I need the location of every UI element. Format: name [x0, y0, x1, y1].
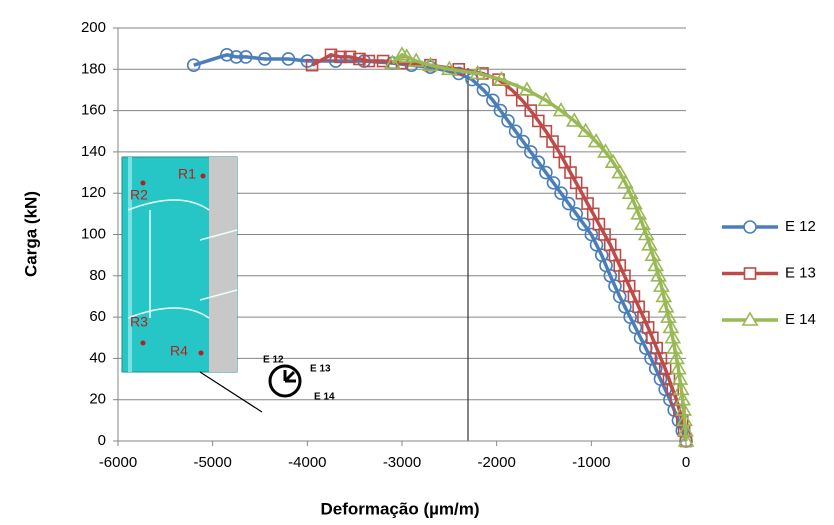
- y-tick-label: 40: [89, 349, 106, 366]
- marker: [744, 221, 756, 233]
- annotation: R3: [130, 314, 148, 330]
- annotation: R4: [170, 343, 188, 359]
- annotation-dot: [141, 181, 146, 186]
- series-line: [312, 55, 686, 441]
- inset-plate: [209, 157, 237, 372]
- y-tick-label: 80: [89, 267, 106, 284]
- y-axis-title: Carga (kN): [21, 191, 40, 277]
- y-tick-label: 0: [98, 432, 106, 449]
- y-tick-label: 180: [81, 60, 106, 77]
- annotation: E 13: [310, 364, 331, 375]
- x-tick-label: -3000: [383, 454, 421, 471]
- y-tick-label: 60: [89, 308, 106, 325]
- x-axis-title: Deformação (µm/m): [320, 499, 479, 518]
- annotation: R1: [178, 166, 196, 182]
- x-tick-label: -1000: [572, 454, 610, 471]
- annotation-dot: [141, 341, 146, 346]
- y-tick-label: 140: [81, 143, 106, 160]
- chart: Deformação (µm/m) Carga (kN) 0 20 40 60 80 10…: [0, 0, 834, 525]
- x-tick-label: 0: [682, 454, 690, 471]
- annotation: E 12: [263, 355, 284, 366]
- legend-label: E 13: [785, 264, 816, 281]
- annotation-dot: [201, 174, 206, 179]
- x-tick-label: -5000: [193, 454, 231, 471]
- x-tick-label: -4000: [288, 454, 326, 471]
- annotation: E 14: [314, 392, 335, 403]
- leader-line: [200, 372, 262, 412]
- marker: [745, 268, 756, 279]
- legend-label: E 12: [785, 218, 816, 235]
- y-tick-label: 120: [81, 184, 106, 201]
- x-tick-label: -2000: [477, 454, 515, 471]
- series-line: [393, 55, 687, 441]
- y-tick-label: 160: [81, 102, 106, 119]
- y-tick-label: 100: [81, 225, 106, 242]
- legend-label: E 14: [785, 311, 816, 328]
- series-layer: [188, 48, 693, 447]
- y-tick-label: 200: [81, 19, 106, 36]
- inset: [122, 157, 300, 412]
- annotation-dot: [199, 351, 204, 356]
- y-tick-label: 20: [89, 391, 106, 408]
- series: [386, 48, 693, 446]
- annotation: R2: [130, 187, 148, 203]
- x-tick-label: -6000: [99, 454, 137, 471]
- page: {"chart_data": {"type": "line", "xlabel"…: [0, 0, 834, 525]
